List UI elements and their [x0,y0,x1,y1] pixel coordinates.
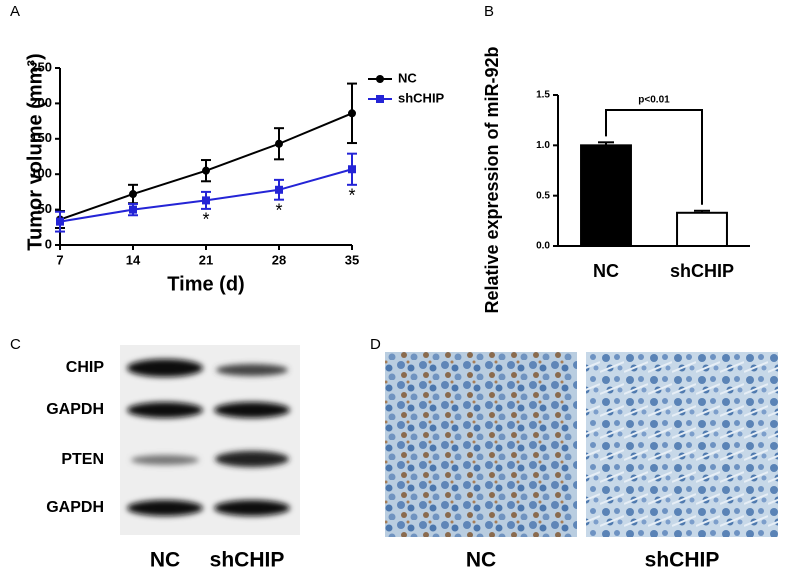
band [131,455,199,465]
point [348,109,356,118]
band [127,402,203,418]
point [56,217,64,226]
legend-marker [376,75,384,83]
panel-label: C [10,336,21,353]
y-tick-label: 0.0 [536,241,550,252]
y-tick-label: 1.5 [536,90,550,101]
point [275,139,283,148]
y-tick-label: 250 [30,59,52,74]
ihc-image [385,352,577,537]
y-axis-label: Tumor volume (mm³) [24,53,46,250]
point [129,205,137,214]
y-tick-label: 150 [30,130,52,145]
blot-row-label: CHIP [66,359,105,376]
band [216,364,288,376]
panel-label: B [484,3,494,20]
legend-marker [376,95,384,103]
panel-label: A [10,3,20,20]
band [214,500,290,516]
x-tick-label: 28 [272,252,286,267]
bar [580,144,632,247]
band [214,402,290,418]
ihc-image [586,352,778,537]
point [275,185,283,194]
band [215,451,289,467]
y-tick-label: 0.5 [536,190,550,201]
x-tick-label: NC [593,261,619,281]
bar [676,211,728,247]
blot-row-label: GAPDH [46,401,104,418]
x-tick-label: 7 [56,252,63,267]
blot-row-label: GAPDH [46,499,104,516]
y-tick-label: 200 [30,95,52,110]
point [348,165,356,174]
x-tick-label: 21 [199,252,213,267]
point [202,166,210,175]
x-tick-label: shCHIP [670,261,734,281]
blot-column-label: shCHIP [210,549,285,572]
point [202,196,210,205]
annotation: p<0.01 [638,95,670,106]
x-tick-label: 14 [126,252,141,267]
image-column-label: NC [466,549,496,572]
blot-bands [127,359,290,516]
y-tick-label: 50 [38,201,52,216]
annotation: * [275,200,282,220]
band [127,500,203,516]
legend-label: NC [398,70,417,85]
y-tick-label: 100 [30,166,52,181]
x-tick-label: 35 [345,252,359,267]
blot-column-label: NC [150,549,180,572]
y-tick-label: 0 [45,236,52,251]
x-axis-label: Time (d) [167,273,244,295]
y-tick-label: 1.0 [536,140,550,151]
annotation: * [202,210,209,230]
panel-label: D [370,336,381,353]
legend-label: shCHIP [398,90,445,105]
band [127,359,203,377]
significance-bracket [605,109,703,205]
point [129,190,137,199]
image-column-label: shCHIP [645,549,720,572]
y-axis-label: Relative expression of miR-92b [482,46,502,313]
blot-row-label: PTEN [61,451,104,468]
annotation: * [348,186,355,206]
